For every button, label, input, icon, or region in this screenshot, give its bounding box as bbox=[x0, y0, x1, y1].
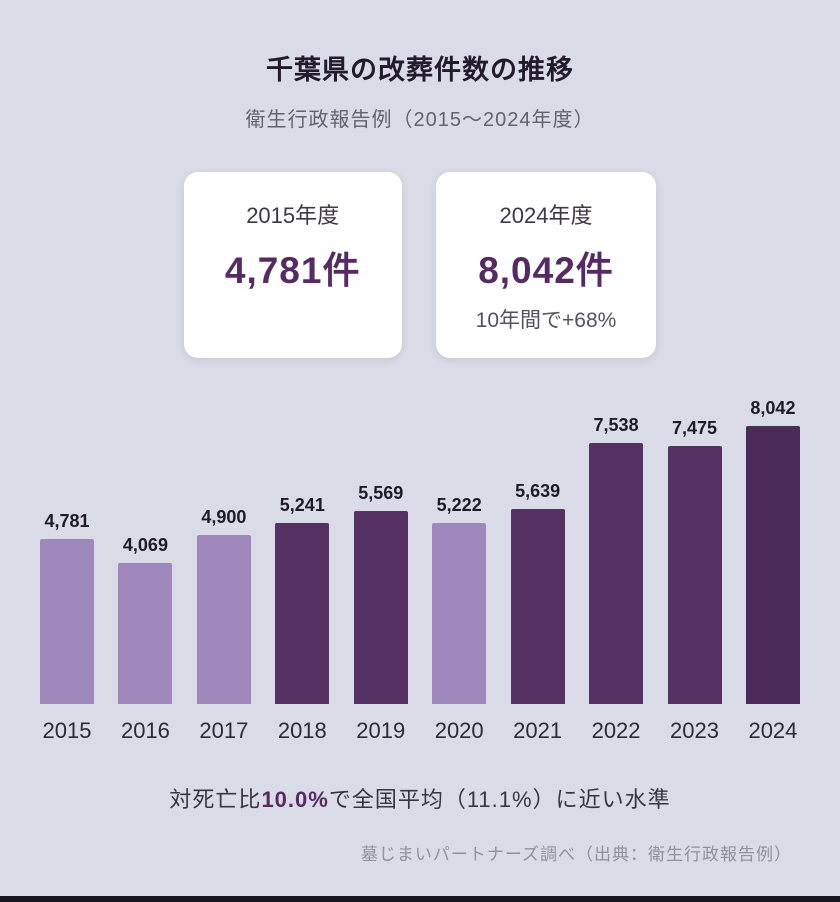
summary-cards-row: 2015年度 4,781件 2024年度 8,042件 10年間で+68% bbox=[0, 172, 840, 358]
bar-2021 bbox=[510, 509, 565, 704]
bar-value-label-2020: 5,222 bbox=[436, 495, 482, 515]
bar-value-label-2021: 5,639 bbox=[515, 481, 561, 501]
card-year-label: 2015年度 bbox=[246, 203, 340, 228]
bar-2024 bbox=[745, 426, 800, 704]
bar-group-2016: 4,069 2016 bbox=[116, 535, 174, 744]
x-axis-label-2023: 2023 bbox=[670, 718, 719, 743]
x-axis-label-2024: 2024 bbox=[748, 718, 798, 743]
x-axis-label-2017: 2017 bbox=[199, 718, 249, 743]
bar-value-label-2022: 7,538 bbox=[593, 415, 639, 435]
x-axis-label-2016: 2016 bbox=[120, 718, 170, 743]
bar-value-label-2015: 4,781 bbox=[44, 511, 90, 531]
card-value: 4,781件 bbox=[224, 250, 361, 291]
summary-card-2024: 2024年度 8,042件 10年間で+68% bbox=[435, 172, 657, 358]
bar-group-2022: 7,538 2022 bbox=[587, 415, 645, 744]
summary-card-2015: 2015年度 4,781件 bbox=[183, 172, 402, 358]
x-axis-label-2015: 2015 bbox=[42, 718, 92, 743]
bar-group-2018: 5,241 2018 bbox=[273, 495, 331, 744]
bar-group-2021: 5,639 2021 bbox=[509, 481, 567, 744]
bar-group-2024: 8,042 2024 bbox=[744, 398, 802, 744]
page-subtitle: 衛生行政報告例（2015〜2024年度） bbox=[245, 109, 595, 131]
bar-value-label-2023: 7,475 bbox=[671, 418, 718, 438]
bar-group-2019: 5,569 2019 bbox=[352, 483, 410, 744]
bar-value-label-2017: 4,900 bbox=[201, 507, 247, 527]
card-growth-note: 10年間で+68% bbox=[475, 309, 617, 332]
x-axis-label-2020: 2020 bbox=[434, 718, 484, 743]
bar-group-2015: 4,781 2015 bbox=[38, 511, 96, 744]
bar-chart: 4,781 2015 4,069 2016 4,900 2017 5,241 2018 5,56… bbox=[0, 398, 840, 744]
comparison-note: 対死亡比10.0%で全国平均（11.1%）に近い水準 bbox=[0, 782, 840, 814]
bar-value-label-2024: 8,042 bbox=[750, 398, 796, 418]
source-attribution: 墓じまいパートナーズ調べ（出典：衛生行政報告例） bbox=[360, 845, 792, 864]
card-value: 8,042件 bbox=[478, 250, 614, 291]
bar-value-label-2019: 5,569 bbox=[358, 483, 404, 503]
bar-value-label-2018: 5,241 bbox=[279, 495, 325, 515]
x-axis-label-2021: 2021 bbox=[513, 718, 563, 743]
bar-2020 bbox=[432, 523, 487, 704]
bar-2015 bbox=[40, 539, 94, 704]
bar-2017 bbox=[196, 535, 251, 704]
bar-group-2017: 4,900 2017 bbox=[195, 507, 253, 744]
x-axis-label-2019: 2019 bbox=[356, 718, 406, 743]
x-axis-label-2022: 2022 bbox=[591, 718, 641, 743]
bar-2016 bbox=[118, 563, 173, 704]
x-axis-label-2018: 2018 bbox=[277, 718, 327, 743]
bottom-border-strip bbox=[0, 896, 840, 902]
bar-group-2020: 5,222 2020 bbox=[430, 495, 488, 744]
note-prefix: 対死亡比 bbox=[169, 787, 262, 812]
note-highlight-percentage: 10.0% bbox=[261, 787, 329, 812]
bar-2019 bbox=[353, 511, 408, 704]
bar-group-2023: 7,475 2023 bbox=[666, 418, 724, 744]
bar-2023 bbox=[667, 446, 722, 704]
bar-2022 bbox=[589, 443, 644, 704]
card-year-label: 2024年度 bbox=[499, 203, 593, 228]
page-title: 千葉県の改葬件数の推移 bbox=[266, 55, 574, 85]
note-suffix: で全国平均（11.1%）に近い水準 bbox=[328, 787, 671, 812]
bar-value-label-2016: 4,069 bbox=[122, 535, 168, 555]
header: 千葉県の改葬件数の推移 衛生行政報告例（2015〜2024年度） bbox=[0, 0, 840, 132]
bar-2018 bbox=[275, 523, 330, 704]
